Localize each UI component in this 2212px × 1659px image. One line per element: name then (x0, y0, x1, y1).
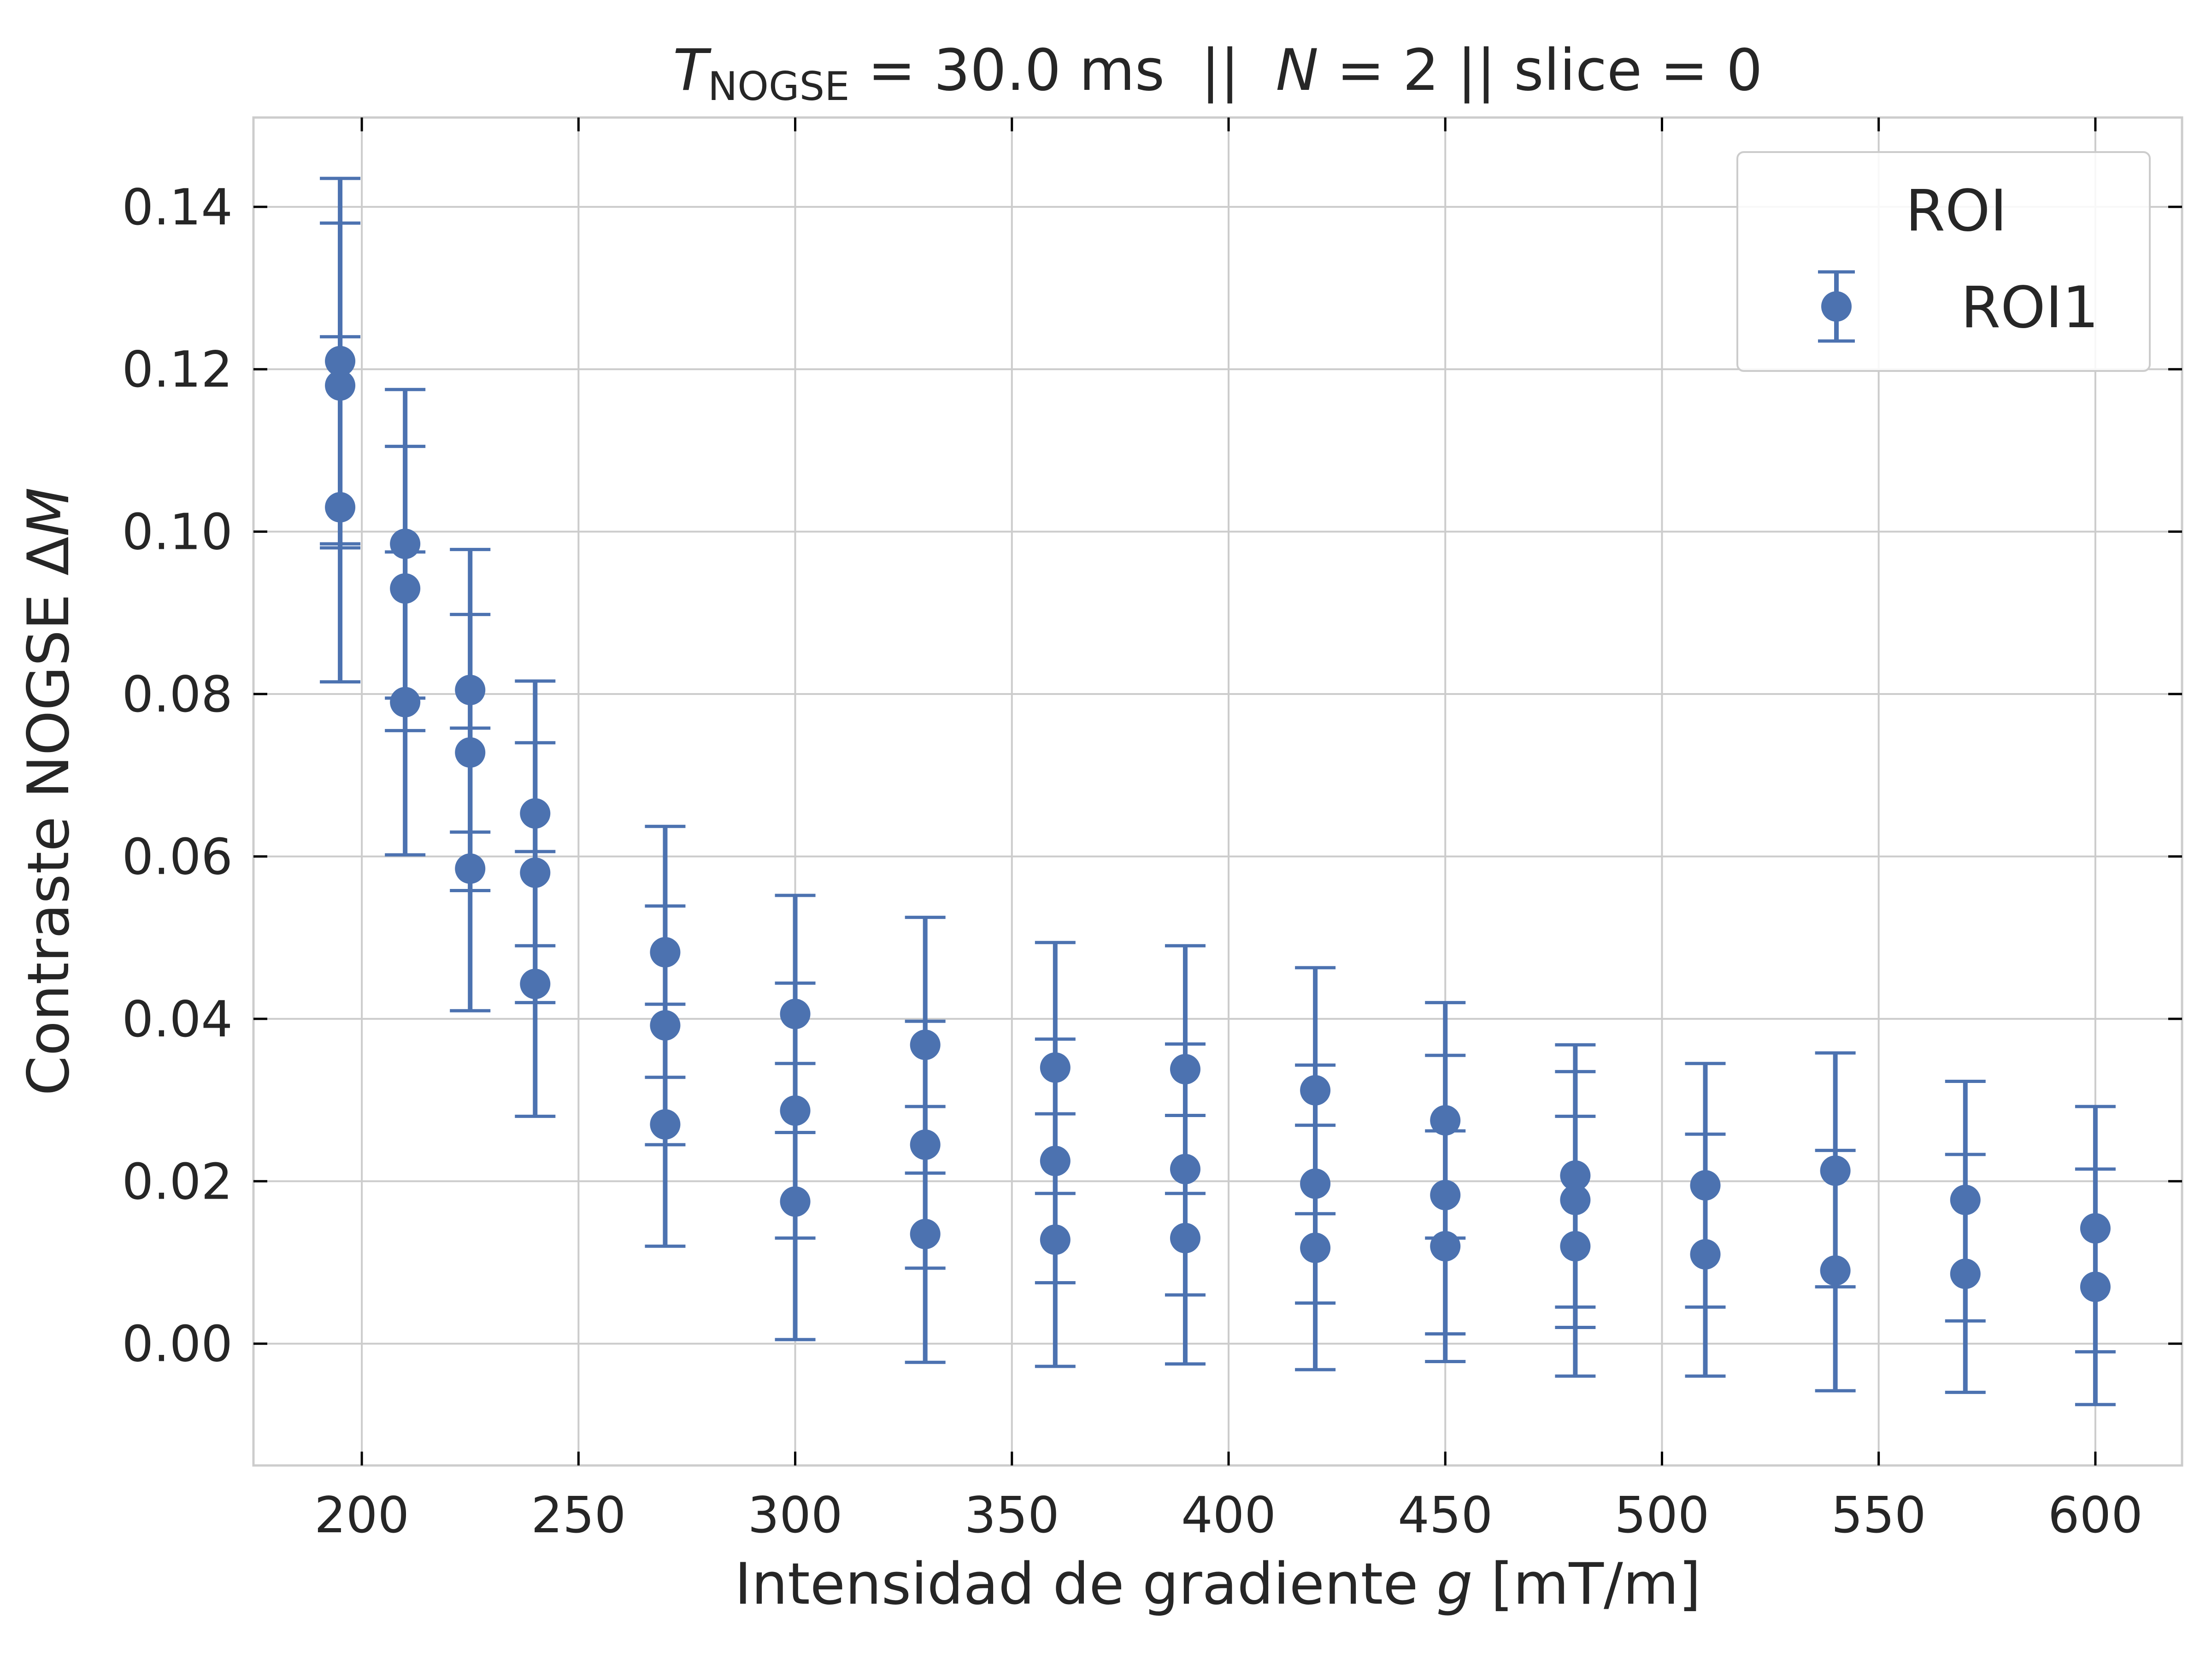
x-tick-label: 250 (531, 1487, 626, 1544)
point-marker (910, 1218, 941, 1249)
y-tick-label: 0.12 (122, 341, 233, 399)
x-tick-label: 400 (1181, 1487, 1276, 1544)
point-marker (1300, 1232, 1331, 1263)
chart-title: TNOGSE = 30.0 ms || N = 2 || slice = 0 (673, 37, 1763, 110)
point-marker (1690, 1239, 1721, 1270)
y-axis-label-symbol: M (16, 487, 82, 536)
data-point (775, 1062, 816, 1341)
point-marker (1430, 1231, 1461, 1262)
data-point (320, 335, 361, 684)
point-marker (780, 1186, 811, 1217)
data-point (1685, 1132, 1726, 1378)
point-marker (455, 853, 486, 884)
x-tick-label: 200 (314, 1487, 409, 1544)
x-axis-label-unit: [mT/m] (1473, 1551, 1701, 1618)
x-tick-label: 500 (1614, 1487, 1709, 1544)
point-marker (390, 687, 421, 718)
y-axis-label: Contraste NOGSE ΔM (16, 487, 82, 1095)
x-tick-label: 300 (747, 1487, 842, 1544)
y-tick-label: 0.04 (122, 991, 233, 1048)
point-marker (1040, 1224, 1071, 1255)
title-symbol: T (673, 37, 712, 104)
point-marker (1950, 1259, 1981, 1289)
x-axis-label-text: Intensidad de gradiente (735, 1551, 1436, 1618)
title-subscript: NOGSE (708, 64, 850, 110)
title-n-symbol: N (1276, 37, 1318, 104)
data-point (1555, 1114, 1596, 1378)
data-point (1425, 1129, 1466, 1363)
x-axis-label: Intensidad de gradiente g [mT/m] (735, 1551, 1701, 1618)
y-tick-label: 0.06 (122, 828, 233, 886)
y-tick-label: 0.10 (122, 504, 233, 561)
y-tick-label: 0.02 (122, 1153, 233, 1211)
data-point (2075, 1167, 2116, 1406)
data-point (1945, 1153, 1986, 1394)
y-tick-label: 0.00 (122, 1316, 233, 1373)
data-layer (320, 176, 2116, 1406)
title-part-1: = 30.0 ms || (850, 37, 1276, 104)
point-marker (1820, 1255, 1851, 1286)
legend-title: ROI (1906, 178, 2007, 244)
x-tick-label: 450 (1398, 1487, 1493, 1544)
point-marker (1170, 1223, 1200, 1253)
point-marker (2080, 1271, 2111, 1302)
x-axis-label-symbol: g (1436, 1551, 1473, 1618)
x-tick-label: 550 (1831, 1487, 1926, 1544)
y-axis-label-text: Contraste NOGSE Δ (16, 536, 82, 1095)
data-point (1035, 1112, 1076, 1368)
point-marker (520, 969, 551, 1000)
title-part-2: = 2 || slice = 0 (1318, 37, 1763, 104)
data-point (450, 726, 491, 1012)
legend-point-marker (1821, 291, 1852, 322)
data-point (905, 1105, 946, 1364)
point-marker (650, 1109, 681, 1140)
y-tick-label: 0.08 (122, 666, 233, 724)
x-tick-label: 350 (965, 1487, 1059, 1544)
legend-marker-roi1 (1818, 270, 1855, 343)
data-point (515, 850, 556, 1118)
data-point (1815, 1148, 1856, 1393)
legend-label-roi1: ROI1 (1961, 275, 2099, 341)
point-marker (325, 492, 356, 523)
plot-frame (252, 116, 2183, 1467)
data-point (1295, 1124, 1336, 1371)
data-point (645, 1002, 686, 1248)
ticks: 200 250 300 350 400 450 500 550 600 0.00 0.02 0.04 0… (122, 118, 2182, 1544)
point-marker (1560, 1231, 1591, 1262)
data-point (385, 550, 426, 857)
y-tick-label: 0.14 (122, 179, 233, 236)
data-point (1165, 1114, 1206, 1366)
legend: ROI ROI1 (1736, 151, 2151, 372)
x-tick-label: 600 (2048, 1487, 2143, 1544)
